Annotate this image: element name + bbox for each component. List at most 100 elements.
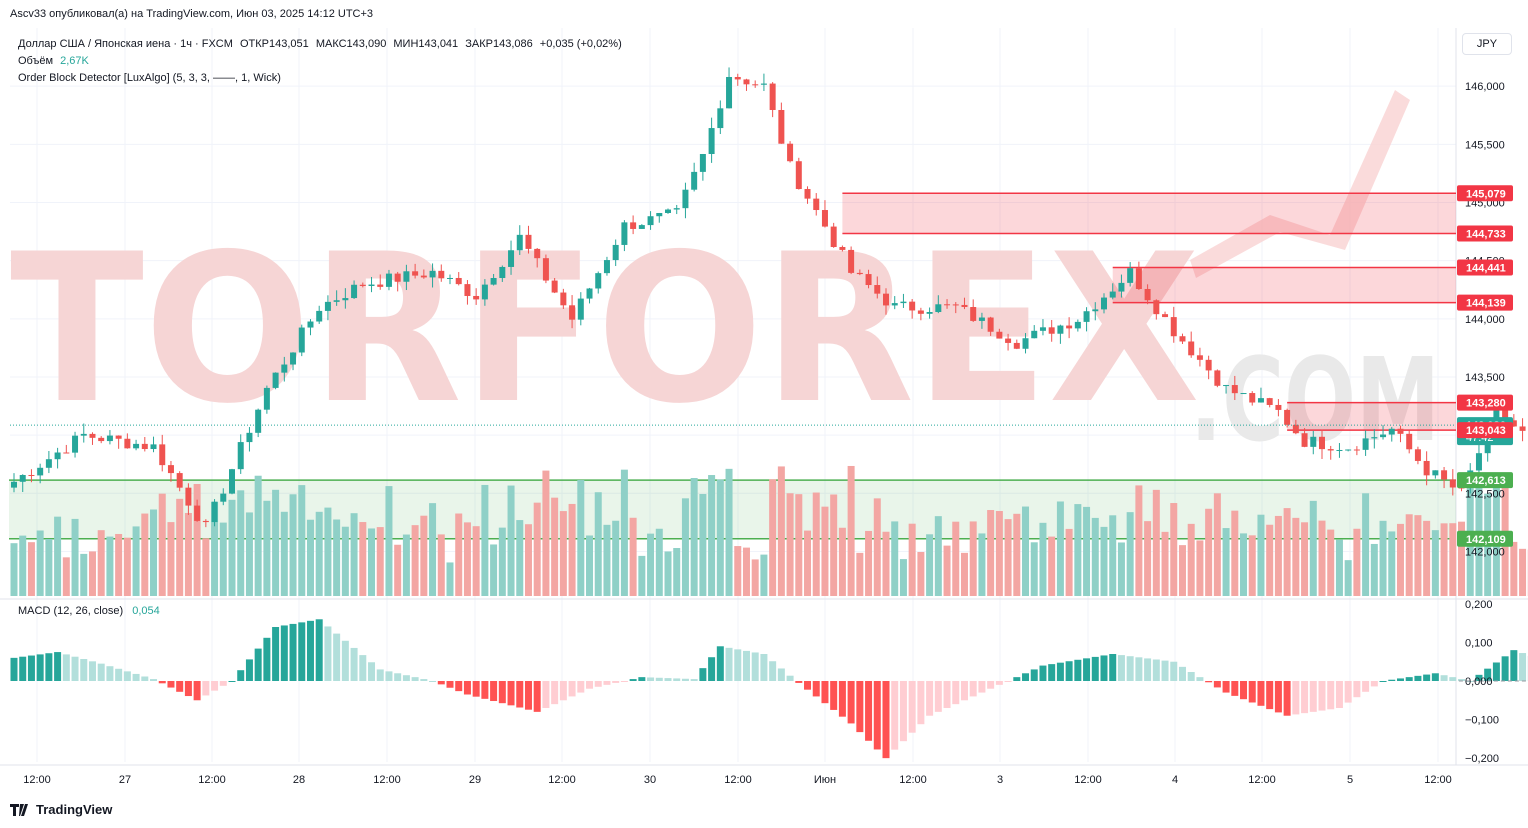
macd-bar [472,681,480,697]
price-tag [1457,259,1513,276]
macd-bar [699,668,707,681]
macd-bar [1231,681,1239,696]
candle-body [1301,433,1308,447]
candle-body [133,443,140,449]
volume-bar [1266,524,1274,596]
volume-bar [716,479,724,596]
candle-body [987,317,994,332]
candle-body [150,444,157,450]
volume-bar [446,562,454,596]
volume-bar [1126,512,1134,596]
macd-legend[interactable]: MACD (12, 26, close) 0,054 [18,605,160,617]
volume-bar [263,500,271,596]
macd-bar [123,671,131,681]
price-tags: 145,079 144,733 144,441 144,139 143,280 143,0… [1457,185,1513,547]
indicator-row[interactable]: Order Block Detector [LuxAlgo] (5, 3, 3,… [18,70,622,87]
tradingview-brand[interactable]: TradingView [10,802,112,817]
candle-body [708,128,715,155]
macd-bar [716,646,724,681]
volume-bar [1283,508,1291,596]
candle-body [429,270,436,278]
volume-bars [10,465,1528,596]
time-tick-label: 12:00 [724,774,752,786]
price-tick-label: 144,000 [1465,314,1505,326]
currency-button[interactable]: JPY [1462,33,1512,55]
volume-bar [1240,533,1248,596]
candle-body [856,272,863,275]
macd-bar [280,625,288,681]
volume-bar [568,503,576,596]
candle-body [1371,437,1378,439]
volume-bar [1370,543,1378,596]
candle-body [1493,406,1500,426]
symbol-row[interactable]: Доллар США / Японская иена · 1ч · FXCM О… [18,36,622,53]
price-tick-label: 146,000 [1465,81,1505,93]
candle-body [1153,300,1160,315]
macd-bar [1248,681,1256,703]
candle-body [255,409,262,433]
macd-bar [559,681,567,701]
macd-bar [795,681,803,683]
macd-bar [1396,678,1404,681]
candle-body [717,108,724,129]
macd-bar [769,661,777,681]
candle-body [1388,428,1395,435]
volume-bar [1292,517,1300,596]
macd-bar [106,666,114,681]
macd-bar [306,620,314,681]
candle-body [19,475,26,482]
macd-bar [987,681,995,689]
volume-bar [80,553,88,596]
macd-bar [341,640,349,681]
macd-bar [411,677,419,681]
macd-bar [1056,662,1064,681]
volume-bar [376,527,384,596]
volume-bar [516,520,524,596]
macd-bar [1475,674,1483,681]
volume-bar [551,497,559,596]
volume-bar [411,525,419,596]
macd-bar [228,681,236,682]
volume-bar [315,511,323,596]
volume-bar [1353,528,1361,596]
volume-bar [873,498,881,596]
time-tick-label: 12:00 [1248,774,1276,786]
price-tick-label: 142,000 [1465,546,1505,558]
macd-bar [1353,681,1361,698]
volume-bar [1396,523,1404,596]
macd-bar [873,681,881,750]
volume-label: Объём [18,55,54,67]
macd-bar [1257,681,1265,706]
volume-bar [298,485,306,596]
macd-bar [54,652,62,681]
candle-body [1336,449,1343,451]
volume-row[interactable]: Объём 2,67K [18,53,622,70]
candle-body [185,487,192,506]
candle-body [1135,268,1142,289]
macd-bar [742,650,750,681]
volume-bar [1449,523,1457,596]
volume-bar [324,507,332,596]
candle-body [525,234,532,249]
candle-body [1005,338,1012,343]
candle-body [551,280,558,293]
macd-bar [1170,661,1178,681]
candle-body [534,248,541,259]
candle-body [1196,355,1203,360]
volume-bar [184,512,192,596]
volume-bar [10,543,18,596]
volume-bar [280,511,288,596]
macd-bar [1327,681,1335,710]
volume-bar [934,516,942,596]
volume-bar [681,498,689,596]
candle-body [281,364,288,373]
volume-bar [1170,503,1178,596]
candle-body [952,304,959,306]
volume-bar [586,535,594,596]
time-tick-label: 4 [1172,774,1178,786]
macd-bar [202,681,210,696]
candle-body [1205,359,1212,371]
candle-body [909,301,916,311]
price-tag [1457,394,1513,411]
